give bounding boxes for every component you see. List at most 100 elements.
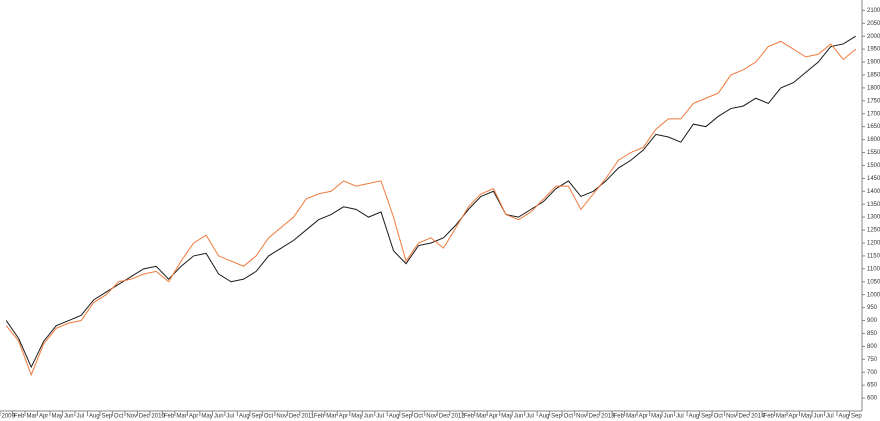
x-tick-label: Jul (226, 414, 234, 420)
x-tick-label: Jul (76, 414, 84, 420)
x-tick-label: Apr (339, 414, 348, 420)
x-tick-label: Mar (26, 414, 36, 420)
x-tick-label: Feb (314, 414, 325, 420)
x-tick-label: May (201, 414, 212, 420)
y-tick-label: 1800 (867, 85, 880, 91)
x-tick-label: Oct (114, 414, 124, 420)
x-tick-label: Feb (14, 414, 25, 420)
y-tick-label: 1650 (867, 124, 880, 130)
x-tick-label: Mar (626, 414, 636, 420)
x-tick-label: May (501, 414, 512, 420)
x-tick-label: May (651, 414, 662, 420)
x-tick-label: Sep (551, 414, 562, 420)
x-tick-label: Nov (126, 414, 137, 420)
x-tick-label: Apr (489, 414, 498, 420)
x-tick-label: Sep (851, 414, 862, 420)
y-tick-label: 700 (867, 370, 878, 376)
x-tick-label: Aug (839, 414, 850, 420)
x-tick-label: Dec (139, 414, 150, 420)
x-tick-label: Aug (389, 414, 400, 420)
x-tick-label: May (351, 414, 362, 420)
x-tick-label: Nov (576, 414, 587, 420)
x-tick-label: Sep (101, 414, 112, 420)
y-tick-label: 1350 (867, 202, 880, 208)
y-tick-label: 950 (867, 305, 878, 311)
x-tick-label: Feb (164, 414, 175, 420)
y-tick-label: 750 (867, 357, 878, 363)
x-tick-label: Dec (439, 414, 450, 420)
series-line (5, 35, 857, 369)
x-tick-label: Jun (364, 414, 374, 420)
x-tick-label: Mar (776, 414, 786, 420)
y-tick-label: 800 (867, 344, 878, 350)
x-tick-label: Jun (214, 414, 224, 420)
x-tick-label: Jul (676, 414, 684, 420)
x-tick-label: Mar (476, 414, 486, 420)
x-tick-label: Jun (514, 414, 524, 420)
x-tick-label: Nov (726, 414, 737, 420)
x-tick-label: Aug (239, 414, 250, 420)
y-tick-label: 1950 (867, 47, 880, 53)
x-tick-label: Sep (401, 414, 412, 420)
x-tick-label: Mar (176, 414, 186, 420)
x-tick-label: 2014 (751, 414, 765, 420)
x-tick-label: Apr (39, 414, 48, 420)
x-tick-label: Aug (539, 414, 550, 420)
x-tick-label: 2012 (451, 414, 465, 420)
y-tick-label: 2100 (867, 8, 880, 14)
x-tick-label: Sep (701, 414, 712, 420)
y-tick-label: 1500 (867, 163, 880, 169)
x-tick-label: Feb (764, 414, 775, 420)
x-tick-label: May (801, 414, 812, 420)
y-tick-label: 600 (867, 396, 878, 402)
y-tick-label: 1750 (867, 98, 880, 104)
y-tick-label: 1100 (867, 266, 880, 272)
x-tick-label: 2011 (301, 414, 315, 420)
y-tick-label: 1050 (867, 279, 880, 285)
x-tick-label: Apr (639, 414, 648, 420)
x-tick-label: 2009 (2, 414, 16, 420)
y-tick-label: 1200 (867, 241, 880, 247)
x-tick-label: Nov (426, 414, 437, 420)
x-tick-label: Mar (326, 414, 336, 420)
x-tick-label: Dec (739, 414, 750, 420)
y-tick-label: 1700 (867, 111, 880, 117)
x-tick-label: Feb (614, 414, 625, 420)
y-tick-label: 2050 (867, 21, 880, 27)
series-line (5, 40, 857, 377)
y-tick-label: 850 (867, 331, 878, 337)
y-tick-label: 1900 (867, 60, 880, 66)
y-tick-label: 1550 (867, 150, 880, 156)
y-tick-label: 1150 (867, 253, 880, 259)
x-tick-label: Jul (526, 414, 534, 420)
y-tick-label: 2000 (867, 34, 880, 40)
x-tick-label: Feb (464, 414, 475, 420)
x-tick-label: 2010 (151, 414, 165, 420)
y-tick-label: 1250 (867, 228, 880, 234)
x-tick-label: Nov (276, 414, 287, 420)
x-tick-label: Jul (826, 414, 834, 420)
x-tick-label: Dec (289, 414, 300, 420)
x-tick-label: Aug (689, 414, 700, 420)
y-tick-label: 900 (867, 318, 878, 324)
x-tick-label: Jun (664, 414, 674, 420)
y-tick-label: 1450 (867, 176, 880, 182)
x-tick-label: Aug (89, 414, 100, 420)
y-tick-label: 1300 (867, 215, 880, 221)
y-tick-label: 1000 (867, 292, 880, 298)
y-tick-label: 1850 (867, 73, 880, 79)
x-tick-label: Dec (589, 414, 600, 420)
x-tick-label: Apr (189, 414, 198, 420)
x-tick-label: 2013 (601, 414, 615, 420)
x-tick-label: Sep (251, 414, 262, 420)
y-tick-label: 1600 (867, 137, 880, 143)
x-tick-label: May (51, 414, 62, 420)
y-tick-label: 650 (867, 383, 878, 389)
y-tick-label: 1400 (867, 189, 880, 195)
x-tick-label: Jun (64, 414, 74, 420)
x-tick-label: Oct (414, 414, 424, 420)
x-tick-label: Jul (376, 414, 384, 420)
x-tick-label: Oct (264, 414, 274, 420)
x-tick-label: Jun (814, 414, 824, 420)
